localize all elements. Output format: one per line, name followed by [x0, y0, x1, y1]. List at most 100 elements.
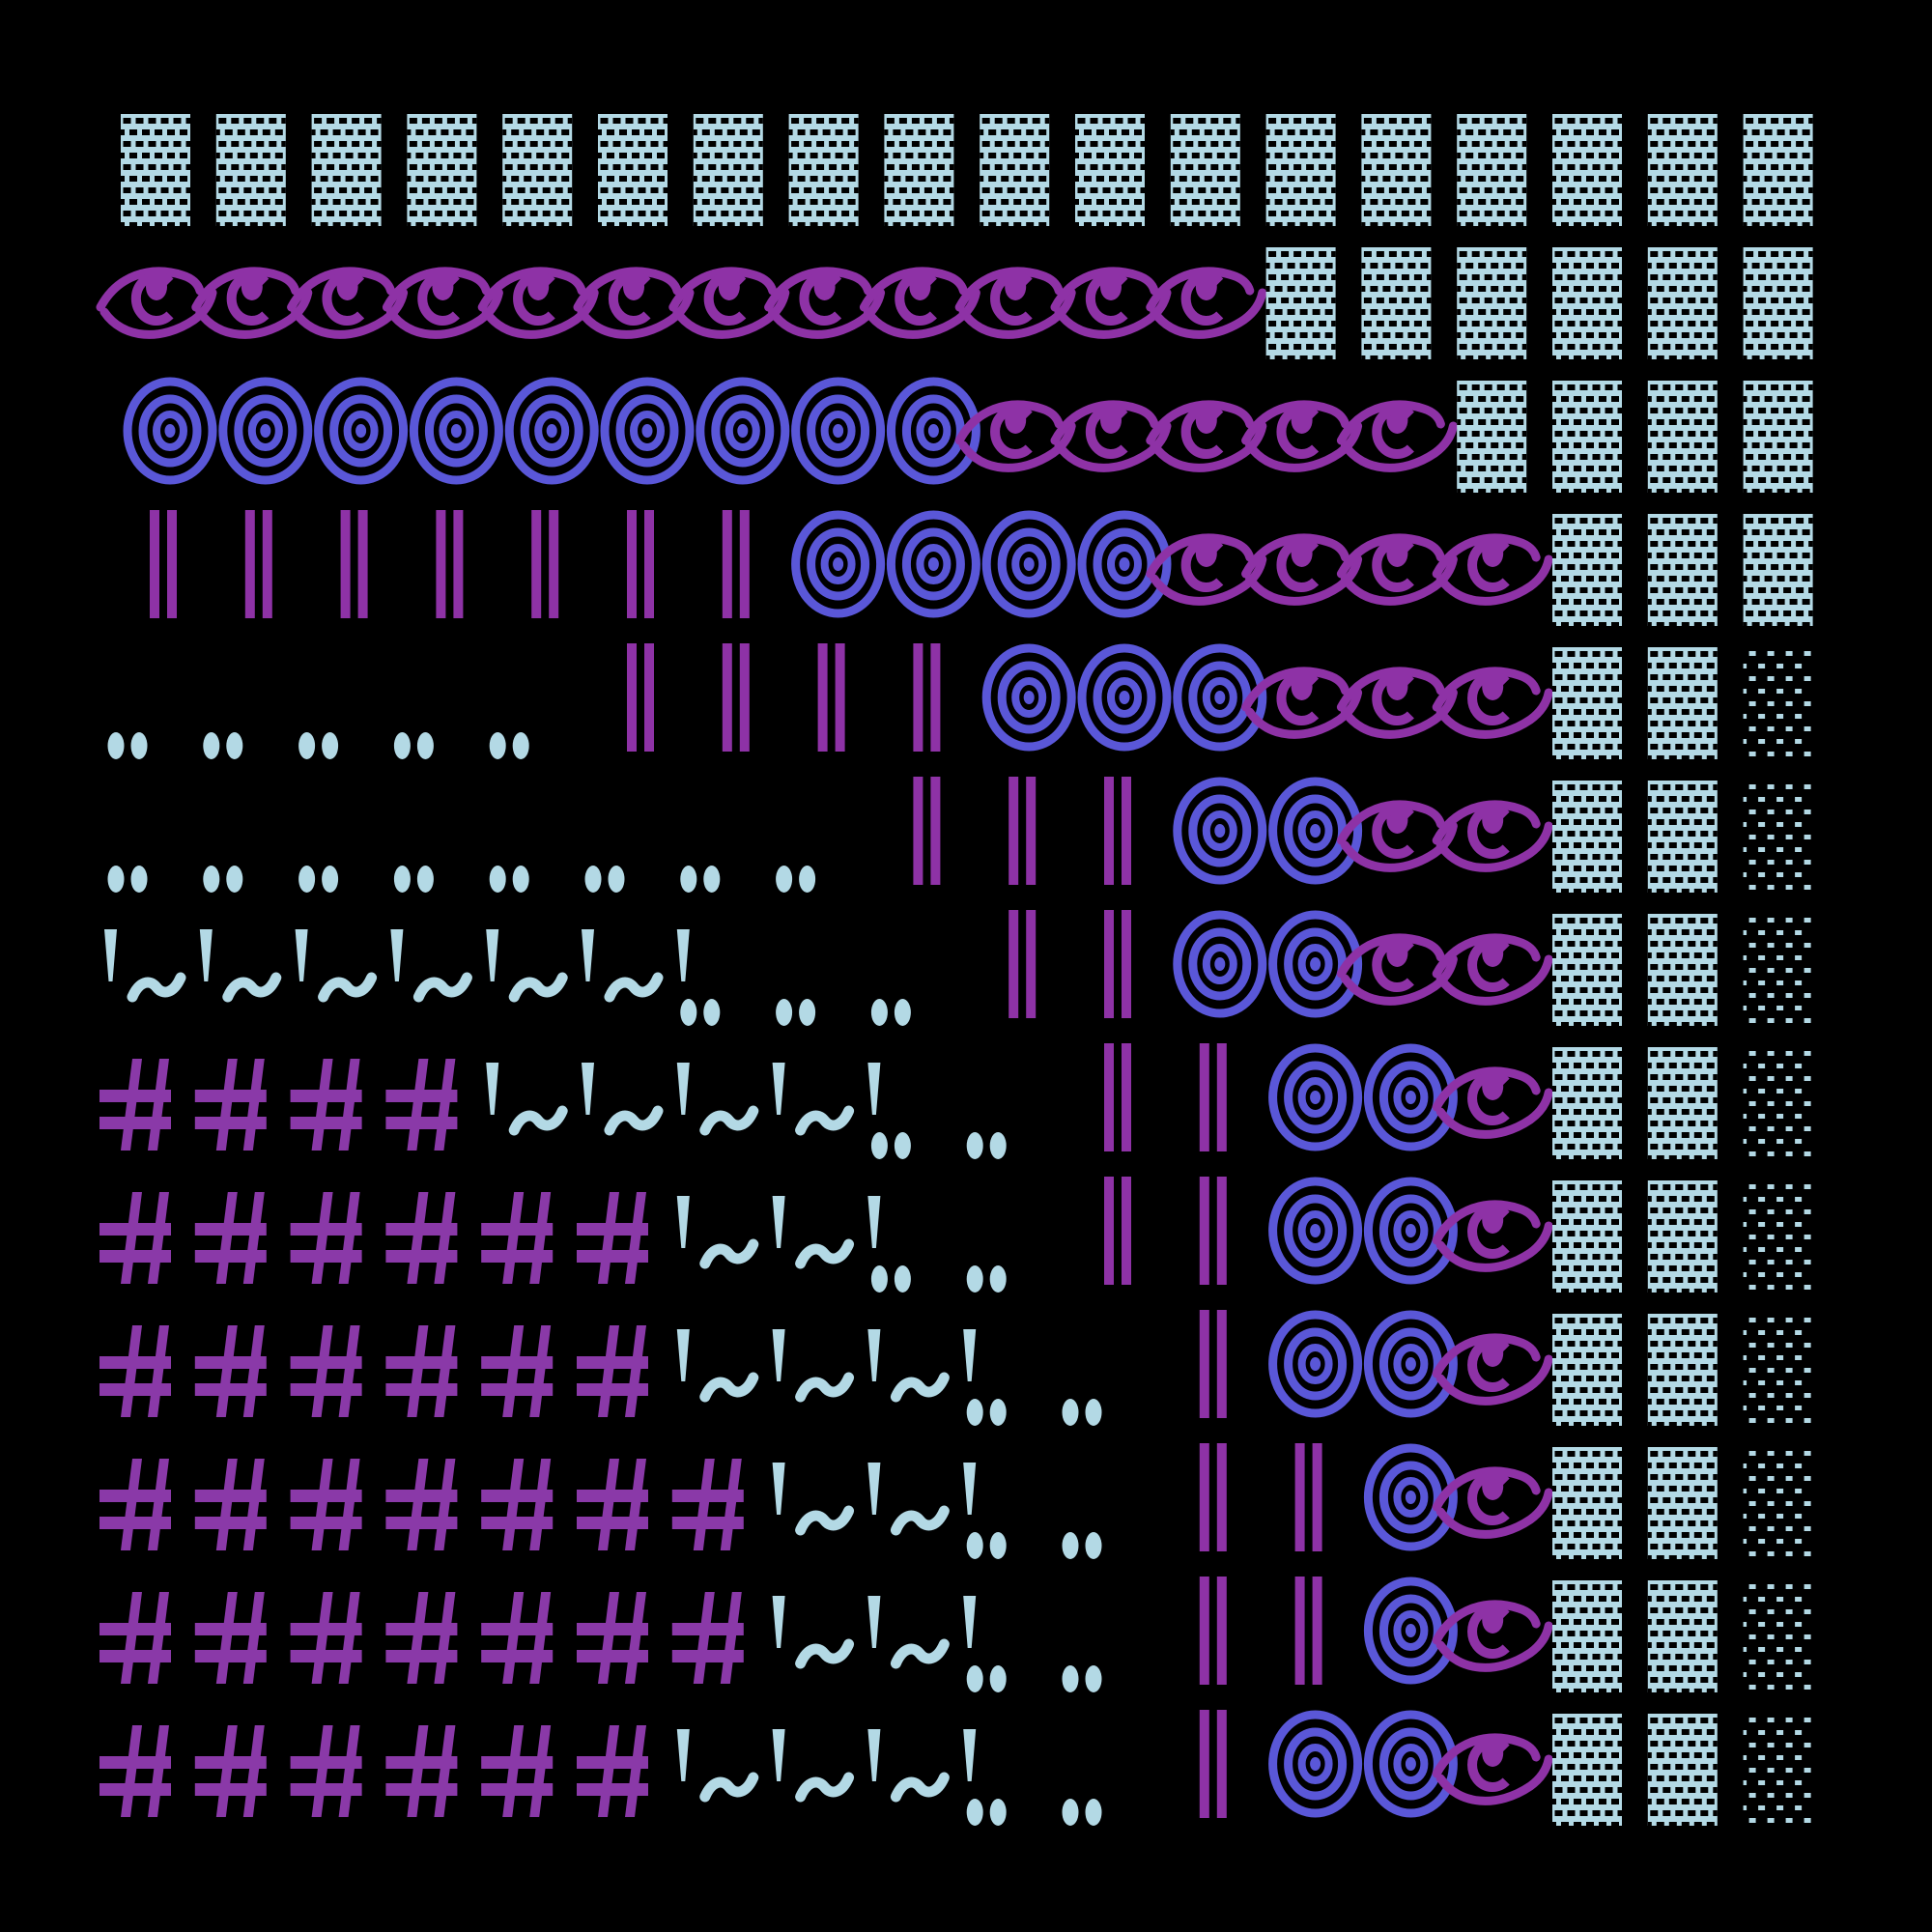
dense-woven-rectangle [1361, 114, 1432, 226]
tilde-wave [801, 1244, 849, 1264]
tilde-wave [801, 1644, 849, 1663]
dense-woven-rectangle [1647, 647, 1718, 759]
sparse-dotted-rectangle [1743, 1180, 1813, 1293]
dense-woven-rectangle [693, 114, 763, 226]
dense-woven-rectangle [1552, 1047, 1622, 1159]
sparse-dotted-rectangle [1743, 914, 1813, 1026]
dense-woven-rectangle [1647, 1047, 1718, 1159]
concentric-circles [1178, 781, 1263, 880]
dense-woven-rectangle [1552, 781, 1622, 893]
dense-woven-rectangle [980, 114, 1050, 226]
concentric-circles [700, 382, 785, 480]
dense-woven-rectangle [1743, 114, 1813, 226]
dense-woven-rectangle [1552, 1180, 1622, 1293]
tilde-wave [228, 978, 276, 997]
tilde-wave [705, 1378, 753, 1397]
dense-woven-rectangle [1552, 114, 1622, 226]
dense-woven-rectangle [215, 114, 286, 226]
sparse-dotted-rectangle [1743, 1580, 1813, 1692]
tilde-wave [705, 1244, 753, 1264]
dense-woven-rectangle [311, 114, 382, 226]
dense-woven-rectangle [1075, 114, 1145, 226]
dense-woven-rectangle [1647, 1314, 1718, 1426]
concentric-circles [891, 515, 976, 613]
sparse-dotted-rectangle [1743, 781, 1813, 893]
sparse-dotted-rectangle [1743, 1314, 1813, 1426]
dense-woven-rectangle [407, 114, 477, 226]
sparse-dotted-rectangle [1743, 647, 1813, 759]
concentric-circles [1273, 1181, 1358, 1280]
tilde-wave [895, 1644, 944, 1663]
dense-woven-rectangle [1647, 381, 1718, 493]
dense-woven-rectangle [1743, 381, 1813, 493]
dense-woven-rectangle [884, 114, 954, 226]
concentric-circles [796, 515, 881, 613]
concentric-circles [1178, 915, 1263, 1013]
dense-woven-rectangle [1265, 247, 1336, 359]
dense-woven-rectangle [788, 114, 859, 226]
concentric-circles [223, 382, 308, 480]
tilde-wave [610, 1111, 658, 1130]
concentric-circles [1273, 1048, 1358, 1147]
tilde-wave [418, 978, 467, 997]
dense-woven-rectangle [1647, 514, 1718, 626]
sparse-dotted-rectangle [1743, 1047, 1813, 1159]
concentric-circles [986, 648, 1071, 747]
tilde-wave [895, 1378, 944, 1397]
tilde-wave [705, 1777, 753, 1797]
dense-woven-rectangle [1647, 247, 1718, 359]
concentric-circles [1273, 1315, 1358, 1413]
dense-woven-rectangle [121, 114, 190, 226]
dense-woven-rectangle [1647, 781, 1718, 893]
dense-woven-rectangle [1647, 1447, 1718, 1559]
concentric-circles [319, 382, 404, 480]
dense-woven-rectangle [1552, 647, 1622, 759]
tilde-wave [801, 1111, 849, 1130]
dense-woven-rectangle [1647, 114, 1718, 226]
tilde-wave [895, 1511, 944, 1530]
tilde-wave [895, 1777, 944, 1797]
dense-woven-rectangle [1170, 114, 1240, 226]
concentric-circles [986, 515, 1071, 613]
sparse-dotted-rectangle [1743, 1447, 1813, 1559]
tilde-wave [324, 978, 372, 997]
dense-woven-rectangle [1552, 1714, 1622, 1826]
concentric-circles [413, 382, 498, 480]
dense-woven-rectangle [502, 114, 573, 226]
tilde-wave [801, 1378, 849, 1397]
dense-woven-rectangle [1265, 114, 1336, 226]
dense-woven-rectangle [1457, 247, 1527, 359]
concentric-circles [128, 382, 213, 480]
dense-woven-rectangle [1361, 247, 1432, 359]
dense-woven-rectangle [1647, 1714, 1718, 1826]
dense-woven-rectangle [1457, 114, 1527, 226]
concentric-circles [1273, 1715, 1358, 1813]
dense-woven-rectangle [1552, 1447, 1622, 1559]
concentric-circles [509, 382, 594, 480]
dense-woven-rectangle [1552, 514, 1622, 626]
dense-woven-rectangle [1552, 914, 1622, 1026]
dense-woven-rectangle [1647, 1580, 1718, 1692]
tilde-wave [801, 1511, 849, 1530]
dense-woven-rectangle [1552, 247, 1622, 359]
concentric-circles [605, 382, 690, 480]
tilde-wave [801, 1777, 849, 1797]
concentric-circles [1082, 648, 1167, 747]
dense-woven-rectangle [1743, 247, 1813, 359]
dense-woven-rectangle [1552, 1314, 1622, 1426]
tilde-wave [132, 978, 181, 997]
dense-woven-rectangle [1647, 1180, 1718, 1293]
dense-woven-rectangle [1647, 914, 1718, 1026]
dense-woven-rectangle [1743, 514, 1813, 626]
tilde-wave [610, 978, 658, 997]
sparse-dotted-rectangle [1743, 1714, 1813, 1826]
dense-woven-rectangle [598, 114, 668, 226]
dense-woven-rectangle [1552, 381, 1622, 493]
tilde-wave [514, 978, 562, 997]
tilde-wave [705, 1111, 753, 1130]
dense-woven-rectangle [1552, 1580, 1622, 1692]
dense-woven-rectangle [1457, 381, 1527, 493]
tilde-wave [514, 1111, 562, 1130]
